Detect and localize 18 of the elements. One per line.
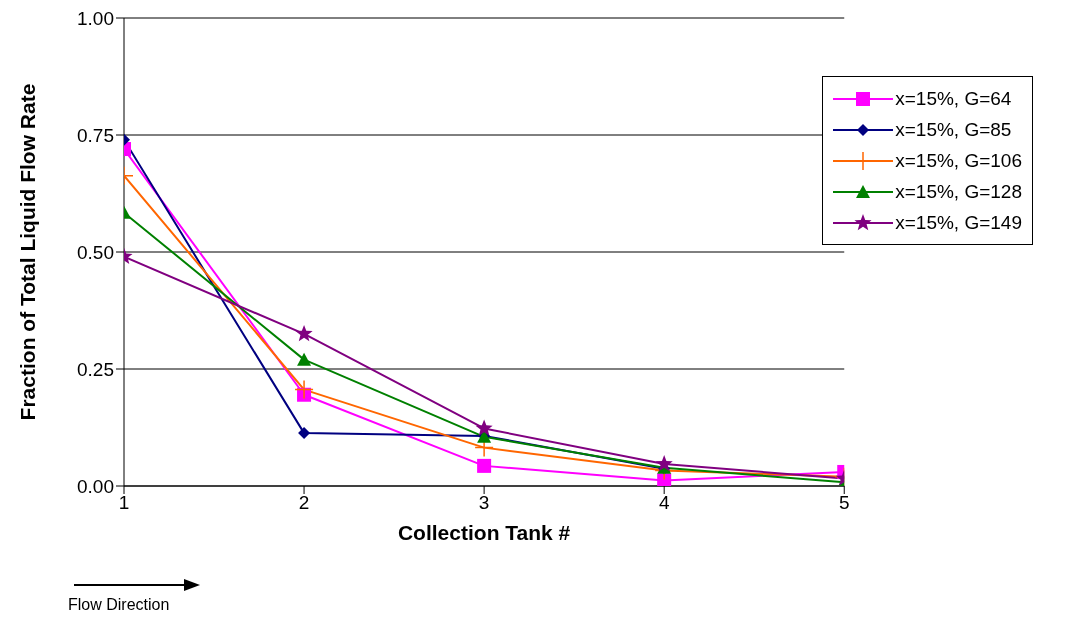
y-tick-label: 0.25: [77, 358, 114, 380]
x-tick-label: 2: [298, 492, 310, 514]
x-tick-label: 5: [838, 492, 850, 514]
y-tick-label: 1.00: [77, 7, 114, 29]
legend-label: x=15%, G=106: [895, 149, 1022, 172]
legend-label: x=15%, G=128: [895, 180, 1022, 203]
legend-label: x=15%, G=64: [895, 87, 1012, 110]
text: Flow Direction: [68, 596, 170, 614]
x-tick-label: 3: [478, 492, 490, 514]
legend-label: x=15%, G=85: [895, 118, 1012, 141]
y-tick-label: 0.50: [77, 241, 114, 263]
y-tick-label: 0.75: [77, 124, 114, 146]
y-tick-label: 0.00: [77, 475, 114, 497]
x-axis-title: Collection Tank #: [397, 521, 571, 544]
legend-label: x=15%, G=149: [895, 211, 1022, 234]
x-tick-label: 1: [118, 492, 130, 514]
y-axis-title: Fraction of Total Liquid Flow Rate: [16, 83, 40, 421]
x-tick-label: 4: [658, 492, 670, 514]
